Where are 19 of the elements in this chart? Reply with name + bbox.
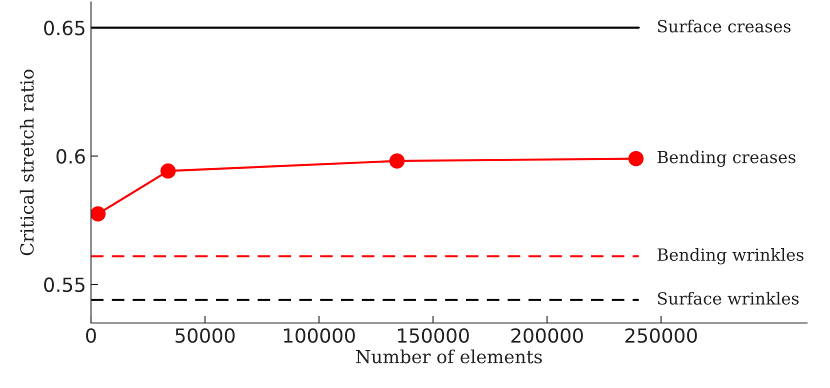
y-tick-label: 0.6 bbox=[56, 149, 85, 164]
annotation: Bending creases bbox=[658, 150, 796, 167]
x-tick-label: 250000 bbox=[625, 328, 697, 343]
x-tick-label: 150000 bbox=[398, 328, 469, 343]
x-tick-label: 0 bbox=[86, 328, 96, 343]
point bbox=[628, 151, 644, 166]
ref-line-label: Bending wrinkles bbox=[658, 248, 804, 264]
point bbox=[389, 153, 405, 169]
x-tick-label: 200000 bbox=[511, 328, 583, 343]
y-tick-label: 0.55 bbox=[44, 277, 84, 292]
x-axis-title: Number of elements bbox=[356, 349, 542, 364]
x-tick-label: 100000 bbox=[284, 328, 355, 343]
y-axis-title: Critical stretch ratio bbox=[20, 70, 34, 256]
ref-line-label: Surface creases bbox=[658, 20, 791, 33]
point bbox=[160, 163, 176, 179]
x-tick-label: 50000 bbox=[176, 328, 235, 343]
point bbox=[91, 206, 106, 222]
y-tick-label: 0.65 bbox=[44, 20, 84, 36]
ref-line-label: Surface wrinkles bbox=[658, 292, 799, 305]
